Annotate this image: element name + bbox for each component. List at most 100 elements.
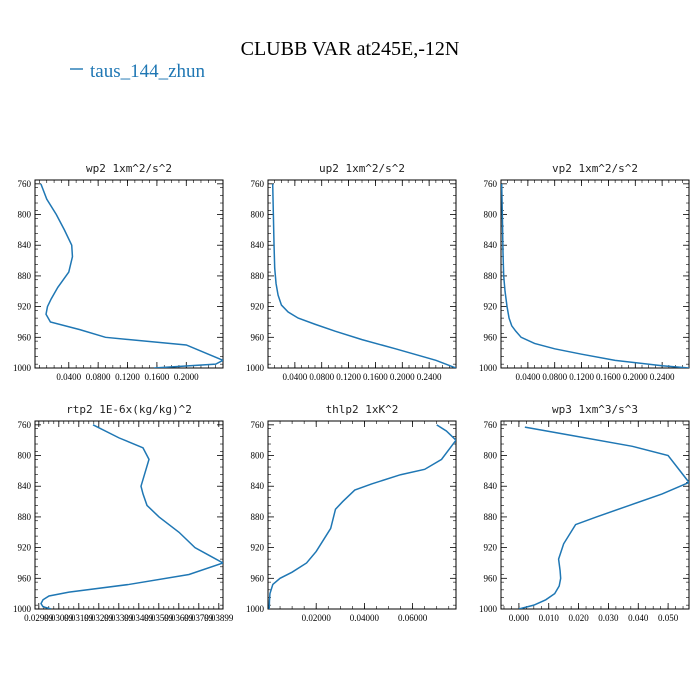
y-tick-label: 880 — [18, 512, 32, 522]
panel-6: wp3 1xm^3/s^3 760 800 840 880 920 960 1000 0.000… — [479, 403, 690, 623]
x-tick-label: 0.0800 — [86, 372, 111, 382]
y-tick-label: 840 — [484, 481, 498, 491]
y-tick-label: 800 — [484, 210, 498, 220]
y-tick-label: 800 — [251, 210, 265, 220]
y-tick-label: 880 — [484, 512, 498, 522]
panel-3: vp2 1xm^2/s^2 760 800 840 880 920 960 1000 0.040… — [479, 162, 690, 382]
x-tick-label: 0.1600 — [145, 372, 170, 382]
x-tick-label: 0.06000 — [398, 613, 428, 623]
series-line — [501, 183, 689, 368]
x-tick-label: 0.0800 — [542, 372, 567, 382]
y-tick-label: 920 — [18, 302, 32, 312]
panel-title: vp2 1xm^2/s^2 — [552, 162, 638, 175]
legend-label: taus_144_zhun — [90, 61, 206, 82]
y-tick-label: 880 — [18, 271, 32, 281]
y-tick-label: 1000 — [246, 363, 265, 373]
y-tick-label: 840 — [18, 481, 32, 491]
panel-title: rtp2 1E-6x(kg/kg)^2 — [66, 403, 192, 416]
x-tick-label: 0.000 — [509, 613, 530, 623]
x-tick-label: 0.0400 — [282, 372, 307, 382]
y-tick-label: 960 — [251, 573, 265, 583]
axes-frame — [500, 420, 690, 610]
y-tick-label: 800 — [18, 451, 32, 461]
y-tick-label: 920 — [484, 302, 498, 312]
y-tick-label: 920 — [251, 302, 265, 312]
axes-frame — [267, 420, 457, 610]
y-tick-label: 1000 — [13, 604, 32, 614]
x-tick-label: 0.03099 — [44, 613, 74, 623]
y-tick-label: 960 — [18, 332, 32, 342]
y-tick-label: 960 — [251, 332, 265, 342]
y-tick-label: 760 — [484, 420, 498, 430]
x-tick-label: 0.2000 — [390, 372, 415, 382]
x-tick-label: 0.2400 — [417, 372, 442, 382]
x-tick-label: 0.02000 — [302, 613, 332, 623]
y-tick-label: 1000 — [13, 363, 32, 373]
y-tick-label: 880 — [251, 271, 265, 281]
y-tick-label: 920 — [251, 543, 265, 553]
y-tick-label: 920 — [484, 543, 498, 553]
axes-frame — [500, 179, 690, 369]
x-tick-label: 0.03199 — [64, 613, 94, 623]
y-tick-label: 760 — [484, 179, 498, 189]
x-tick-label: 0.03699 — [164, 613, 194, 623]
x-tick-label: 0.03399 — [104, 613, 134, 623]
y-tick-label: 960 — [484, 332, 498, 342]
x-tick-label: 0.03799 — [184, 613, 214, 623]
legend: taus_144_zhun — [70, 61, 206, 82]
panel-title: wp3 1xm^3/s^3 — [552, 403, 638, 416]
y-tick-label: 800 — [18, 210, 32, 220]
y-tick-label: 960 — [18, 573, 32, 583]
x-tick-label: 0.03599 — [144, 613, 174, 623]
series-line — [40, 424, 223, 609]
x-tick-label: 0.1600 — [596, 372, 621, 382]
y-tick-label: 960 — [484, 573, 498, 583]
y-tick-label: 1000 — [246, 604, 265, 614]
x-tick-label: 0.03299 — [84, 613, 114, 623]
x-tick-label: 0.1200 — [115, 372, 140, 382]
x-tick-label: 0.010 — [539, 613, 560, 623]
x-tick-label: 0.1600 — [363, 372, 388, 382]
y-tick-label: 800 — [251, 451, 265, 461]
series-line — [271, 183, 456, 368]
x-tick-label: 0.0400 — [515, 372, 540, 382]
x-tick-label: 0.03899 — [204, 613, 234, 623]
panel-4: rtp2 1E-6x(kg/kg)^2 760 800 840 880 920 960 100… — [13, 403, 234, 623]
y-tick-label: 760 — [18, 179, 32, 189]
y-tick-label: 880 — [484, 271, 498, 281]
x-tick-label: 0.2000 — [174, 372, 199, 382]
x-tick-label: 0.02999 — [24, 613, 54, 623]
y-tick-label: 840 — [251, 240, 265, 250]
x-tick-label: 0.1200 — [336, 372, 361, 382]
y-tick-label: 840 — [484, 240, 498, 250]
y-tick-label: 840 — [18, 240, 32, 250]
x-tick-label: 0.2400 — [650, 372, 675, 382]
x-tick-label: 0.050 — [658, 613, 679, 623]
x-tick-label: 0.2000 — [623, 372, 648, 382]
panel-2: up2 1xm^2/s^2 760 800 840 880 920 960 1000 0.040… — [246, 162, 457, 382]
y-tick-label: 760 — [251, 179, 265, 189]
y-tick-label: 760 — [251, 420, 265, 430]
x-tick-label: 0.1200 — [569, 372, 594, 382]
y-tick-label: 1000 — [479, 604, 498, 614]
x-tick-label: 0.03499 — [124, 613, 154, 623]
y-tick-label: 800 — [484, 451, 498, 461]
panel-title: wp2 1xm^2/s^2 — [86, 162, 172, 175]
x-tick-label: 0.040 — [628, 613, 649, 623]
y-tick-label: 840 — [251, 481, 265, 491]
axes-frame — [34, 420, 224, 610]
series-line — [268, 424, 456, 609]
axes-frame — [34, 179, 224, 369]
panels: wp2 1xm^2/s^2 760 800 840 880 920 960 1000 0.040… — [13, 162, 690, 623]
y-tick-label: 760 — [18, 420, 32, 430]
x-tick-label: 0.020 — [568, 613, 589, 623]
series-line — [518, 426, 689, 609]
panel-5: thlp2 1xK^2 760 800 840 880 920 960 1000 0.02000… — [246, 403, 457, 623]
panel-title: up2 1xm^2/s^2 — [319, 162, 405, 175]
x-tick-label: 0.0400 — [56, 372, 81, 382]
y-tick-label: 1000 — [479, 363, 498, 373]
y-tick-label: 920 — [18, 543, 32, 553]
series-line — [40, 183, 223, 368]
x-tick-label: 0.0800 — [309, 372, 334, 382]
